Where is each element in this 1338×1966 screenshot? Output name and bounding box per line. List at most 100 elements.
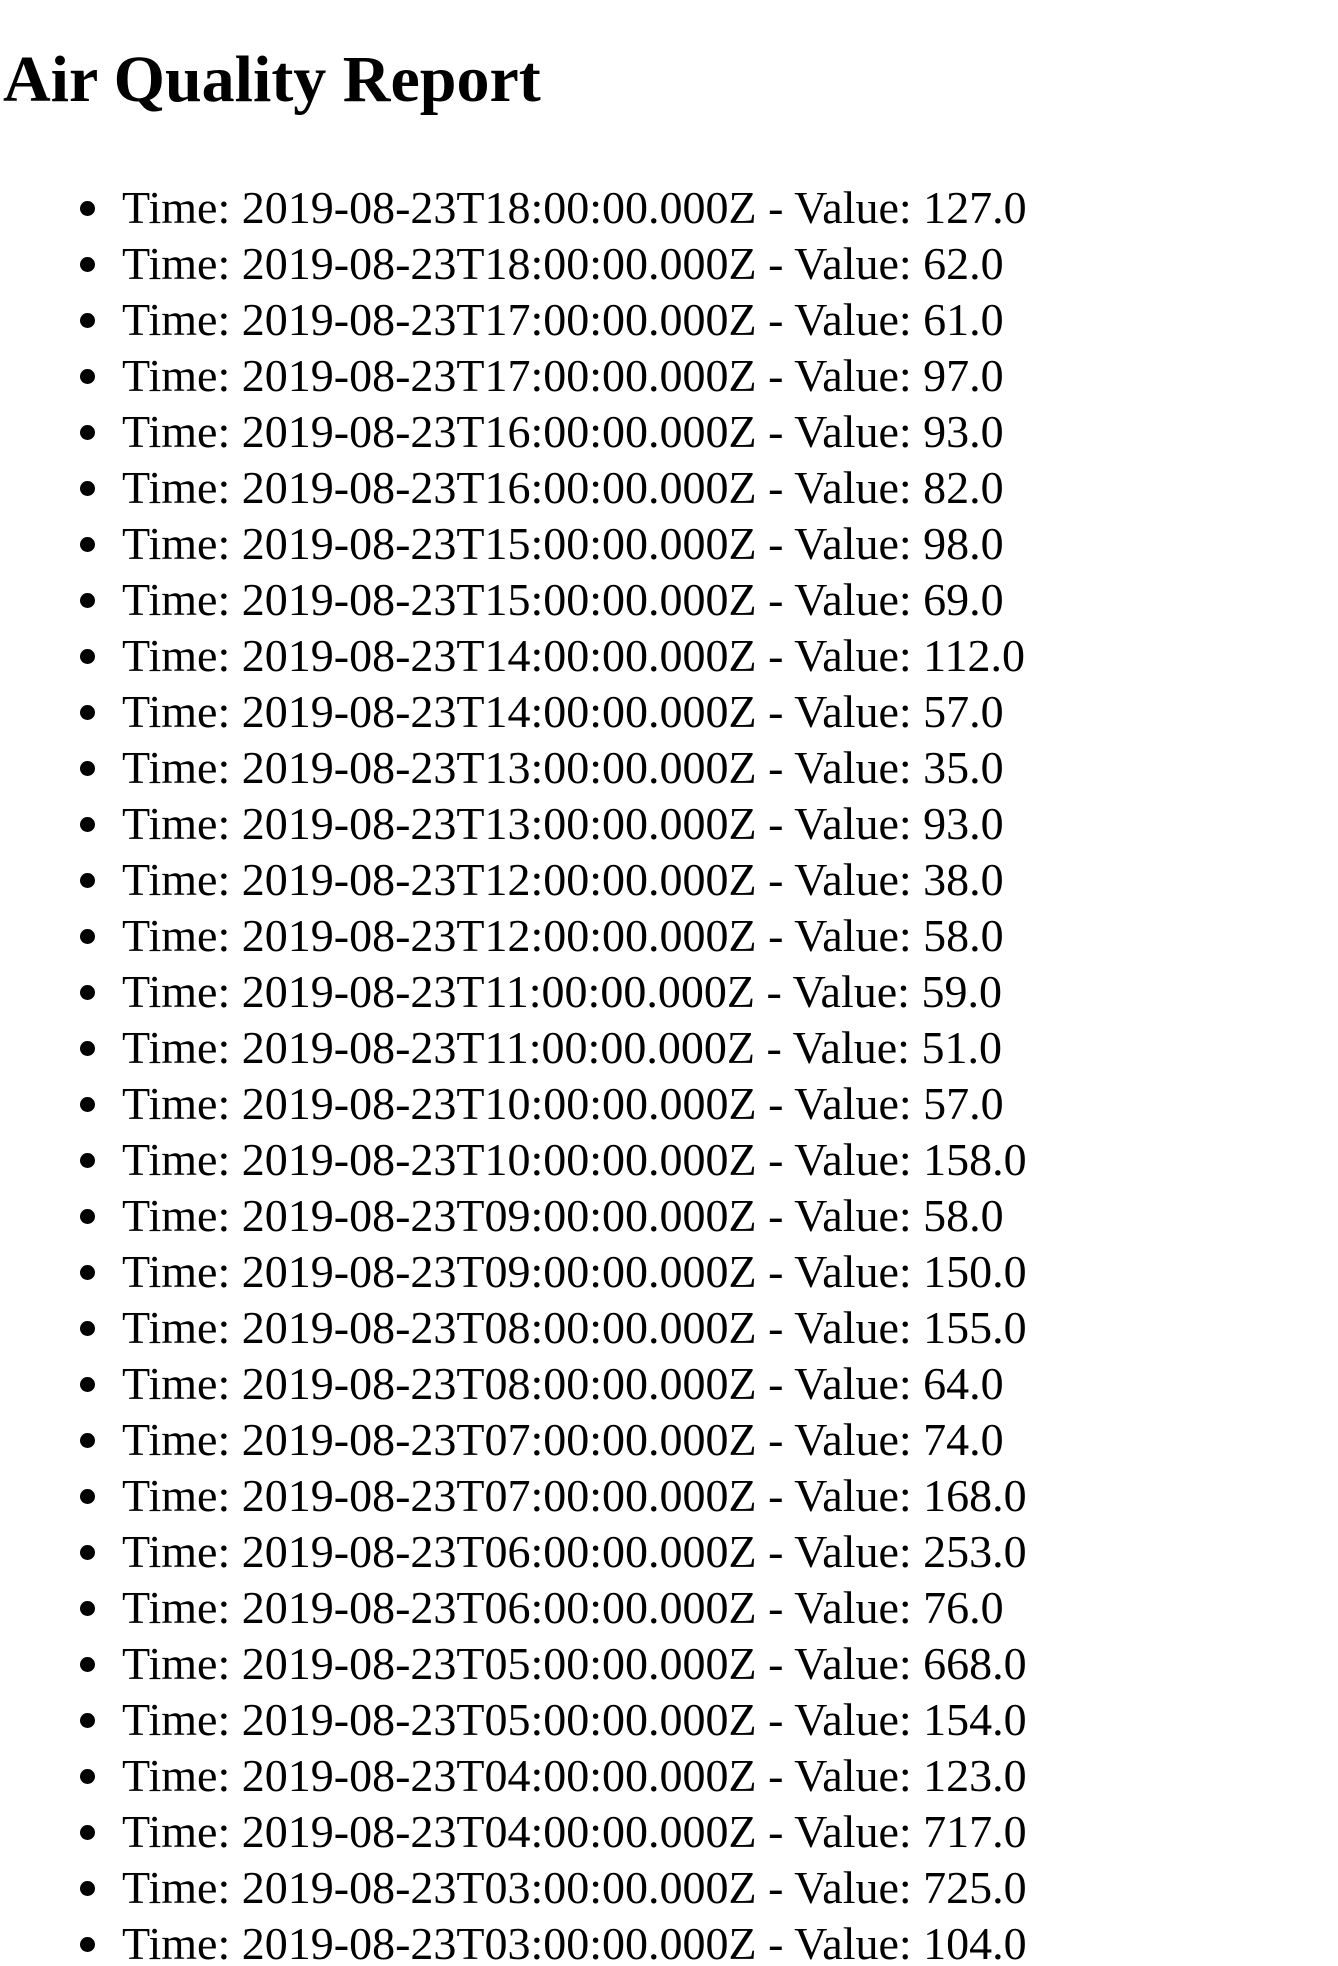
value-label: Value: — [794, 1358, 912, 1409]
separator: - — [768, 1526, 784, 1577]
bullet-icon — [80, 201, 95, 216]
reading-time: 2019-08-23T03:00:00.000Z — [241, 1862, 757, 1913]
time-label: Time: — [122, 1022, 231, 1073]
reading-value: 57.0 — [923, 1078, 1004, 1129]
reading-time: 2019-08-23T13:00:00.000Z — [241, 742, 757, 793]
separator: - — [768, 182, 784, 233]
reading-value: 168.0 — [923, 1470, 1027, 1521]
value-label: Value: — [794, 182, 912, 233]
separator: - — [768, 1134, 784, 1185]
separator: - — [768, 1302, 784, 1353]
reading-value: 58.0 — [923, 910, 1004, 961]
separator: - — [768, 1862, 784, 1913]
separator: - — [768, 238, 784, 289]
value-label: Value: — [794, 350, 912, 401]
bullet-icon — [80, 649, 95, 664]
separator: - — [766, 966, 782, 1017]
reading-value: 725.0 — [923, 1862, 1027, 1913]
list-item: Time: 2019-08-23T08:00:00.000Z - Value: … — [0, 1356, 1027, 1412]
bullet-icon — [80, 1601, 95, 1616]
separator: - — [768, 1414, 784, 1465]
value-label: Value: — [794, 294, 912, 345]
value-label: Value: — [794, 1582, 912, 1633]
bullet-icon — [80, 1097, 95, 1112]
bullet-icon — [80, 481, 95, 496]
separator: - — [768, 854, 784, 905]
bullet-icon — [80, 1769, 95, 1784]
value-label: Value: — [794, 1750, 912, 1801]
reading-time: 2019-08-23T04:00:00.000Z — [241, 1750, 757, 1801]
time-label: Time: — [122, 462, 231, 513]
bullet-icon — [80, 1489, 95, 1504]
time-label: Time: — [122, 1638, 231, 1689]
bullet-icon — [80, 817, 95, 832]
bullet-icon — [80, 313, 95, 328]
separator: - — [768, 350, 784, 401]
reading-time: 2019-08-23T10:00:00.000Z — [241, 1134, 757, 1185]
bullet-icon — [80, 1209, 95, 1224]
bullet-icon — [80, 1713, 95, 1728]
list-item: Time: 2019-08-23T15:00:00.000Z - Value: … — [0, 572, 1027, 628]
value-label: Value: — [794, 238, 912, 289]
separator: - — [768, 742, 784, 793]
time-label: Time: — [122, 1246, 231, 1297]
list-item: Time: 2019-08-23T04:00:00.000Z - Value: … — [0, 1804, 1027, 1860]
list-item: Time: 2019-08-23T13:00:00.000Z - Value: … — [0, 740, 1027, 796]
list-item: Time: 2019-08-23T16:00:00.000Z - Value: … — [0, 460, 1027, 516]
reading-value: 61.0 — [923, 294, 1004, 345]
list-item: Time: 2019-08-23T13:00:00.000Z - Value: … — [0, 796, 1027, 852]
bullet-icon — [80, 593, 95, 608]
reading-value: 64.0 — [923, 1358, 1004, 1409]
reading-time: 2019-08-23T14:00:00.000Z — [241, 630, 757, 681]
separator: - — [768, 1638, 784, 1689]
reading-value: 97.0 — [923, 350, 1004, 401]
list-item: Time: 2019-08-23T08:00:00.000Z - Value: … — [0, 1300, 1027, 1356]
time-label: Time: — [122, 518, 231, 569]
reading-value: 150.0 — [923, 1246, 1027, 1297]
bullet-icon — [80, 761, 95, 776]
reading-time: 2019-08-23T18:00:00.000Z — [241, 238, 757, 289]
time-label: Time: — [122, 854, 231, 905]
time-label: Time: — [122, 630, 231, 681]
reading-time: 2019-08-23T08:00:00.000Z — [241, 1358, 757, 1409]
list-item: Time: 2019-08-23T18:00:00.000Z - Value: … — [0, 180, 1027, 236]
reading-value: 253.0 — [923, 1526, 1027, 1577]
list-item: Time: 2019-08-23T05:00:00.000Z - Value: … — [0, 1692, 1027, 1748]
value-label: Value: — [794, 1638, 912, 1689]
reading-value: 51.0 — [921, 1022, 1002, 1073]
time-label: Time: — [122, 1918, 231, 1966]
value-label: Value: — [794, 742, 912, 793]
list-item: Time: 2019-08-23T06:00:00.000Z - Value: … — [0, 1580, 1027, 1636]
bullet-icon — [80, 1041, 95, 1056]
time-label: Time: — [122, 182, 231, 233]
reading-value: 59.0 — [921, 966, 1002, 1017]
bullet-icon — [80, 873, 95, 888]
bullet-icon — [80, 257, 95, 272]
value-label: Value: — [794, 1862, 912, 1913]
time-label: Time: — [122, 1190, 231, 1241]
value-label: Value: — [794, 686, 912, 737]
reading-value: 154.0 — [923, 1694, 1027, 1745]
time-label: Time: — [122, 686, 231, 737]
reading-time: 2019-08-23T17:00:00.000Z — [241, 294, 757, 345]
reading-time: 2019-08-23T10:00:00.000Z — [241, 1078, 757, 1129]
list-item: Time: 2019-08-23T12:00:00.000Z - Value: … — [0, 908, 1027, 964]
reading-value: 112.0 — [923, 630, 1025, 681]
bullet-icon — [80, 1545, 95, 1560]
list-item: Time: 2019-08-23T18:00:00.000Z - Value: … — [0, 236, 1027, 292]
reading-value: 98.0 — [923, 518, 1004, 569]
separator: - — [768, 798, 784, 849]
list-item: Time: 2019-08-23T10:00:00.000Z - Value: … — [0, 1132, 1027, 1188]
separator: - — [768, 1918, 784, 1966]
value-label: Value: — [794, 1918, 912, 1966]
bullet-icon — [80, 1937, 95, 1952]
value-label: Value: — [794, 1190, 912, 1241]
reading-time: 2019-08-23T16:00:00.000Z — [241, 406, 757, 457]
time-label: Time: — [122, 1078, 231, 1129]
time-label: Time: — [122, 350, 231, 401]
reading-time: 2019-08-23T17:00:00.000Z — [241, 350, 757, 401]
value-label: Value: — [794, 1302, 912, 1353]
value-label: Value: — [794, 910, 912, 961]
readings-list: Time: 2019-08-23T18:00:00.000Z - Value: … — [0, 180, 1027, 1966]
reading-time: 2019-08-23T06:00:00.000Z — [241, 1526, 757, 1577]
